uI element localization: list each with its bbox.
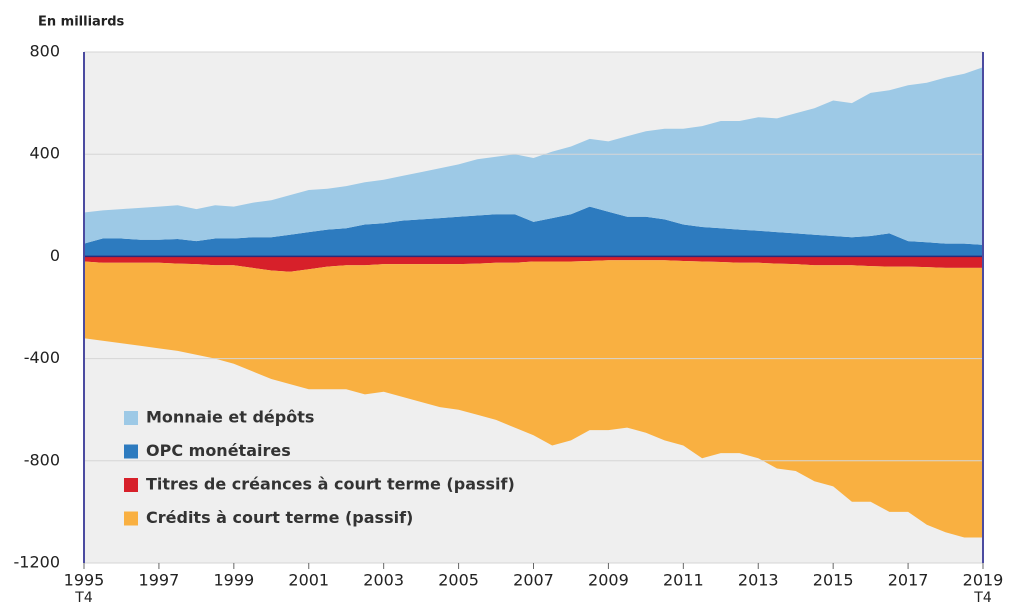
area [84, 67, 983, 245]
area [84, 206, 983, 257]
legend-swatch [124, 511, 138, 526]
x-tick-label: 1995 [64, 571, 105, 590]
y-tick-label: -400 [24, 348, 60, 367]
legend-swatch [124, 444, 138, 459]
y-tick-label: 800 [29, 42, 60, 61]
x-tick-label: 2013 [738, 571, 779, 590]
area [84, 256, 983, 272]
y-tick-label: 0 [50, 246, 60, 265]
legend-label: OPC monétaires [146, 441, 291, 460]
x-annotation: T4 [973, 590, 992, 606]
y-tick-label: 400 [29, 144, 60, 163]
y-tick-label: -1200 [14, 553, 61, 572]
chart-title: En milliards [38, 15, 125, 30]
x-annotation: T4 [74, 590, 93, 606]
x-tick-label: 2007 [513, 571, 554, 590]
x-tick-label: 1999 [213, 571, 254, 590]
y-tick-label: -800 [24, 450, 60, 469]
x-tick-label: 2001 [288, 571, 329, 590]
x-tick-label: 1997 [139, 571, 180, 590]
x-tick-label: 2011 [663, 571, 704, 590]
legend-label: Titres de créances à court terme (passif… [146, 475, 515, 494]
legend-label: Monnaie et dépôts [146, 408, 314, 427]
legend-swatch [124, 478, 138, 492]
x-tick-label: 2009 [588, 571, 629, 590]
x-tick-label: 2017 [888, 571, 929, 590]
x-tick-label: 2003 [363, 571, 404, 590]
area [84, 260, 983, 538]
x-tick-label: 2019 [963, 571, 1004, 590]
legend-swatch [124, 411, 138, 425]
legend-label: Crédits à court terme (passif) [146, 508, 413, 527]
x-tick-label: 2005 [438, 571, 479, 590]
x-tick-label: 2015 [813, 571, 854, 590]
